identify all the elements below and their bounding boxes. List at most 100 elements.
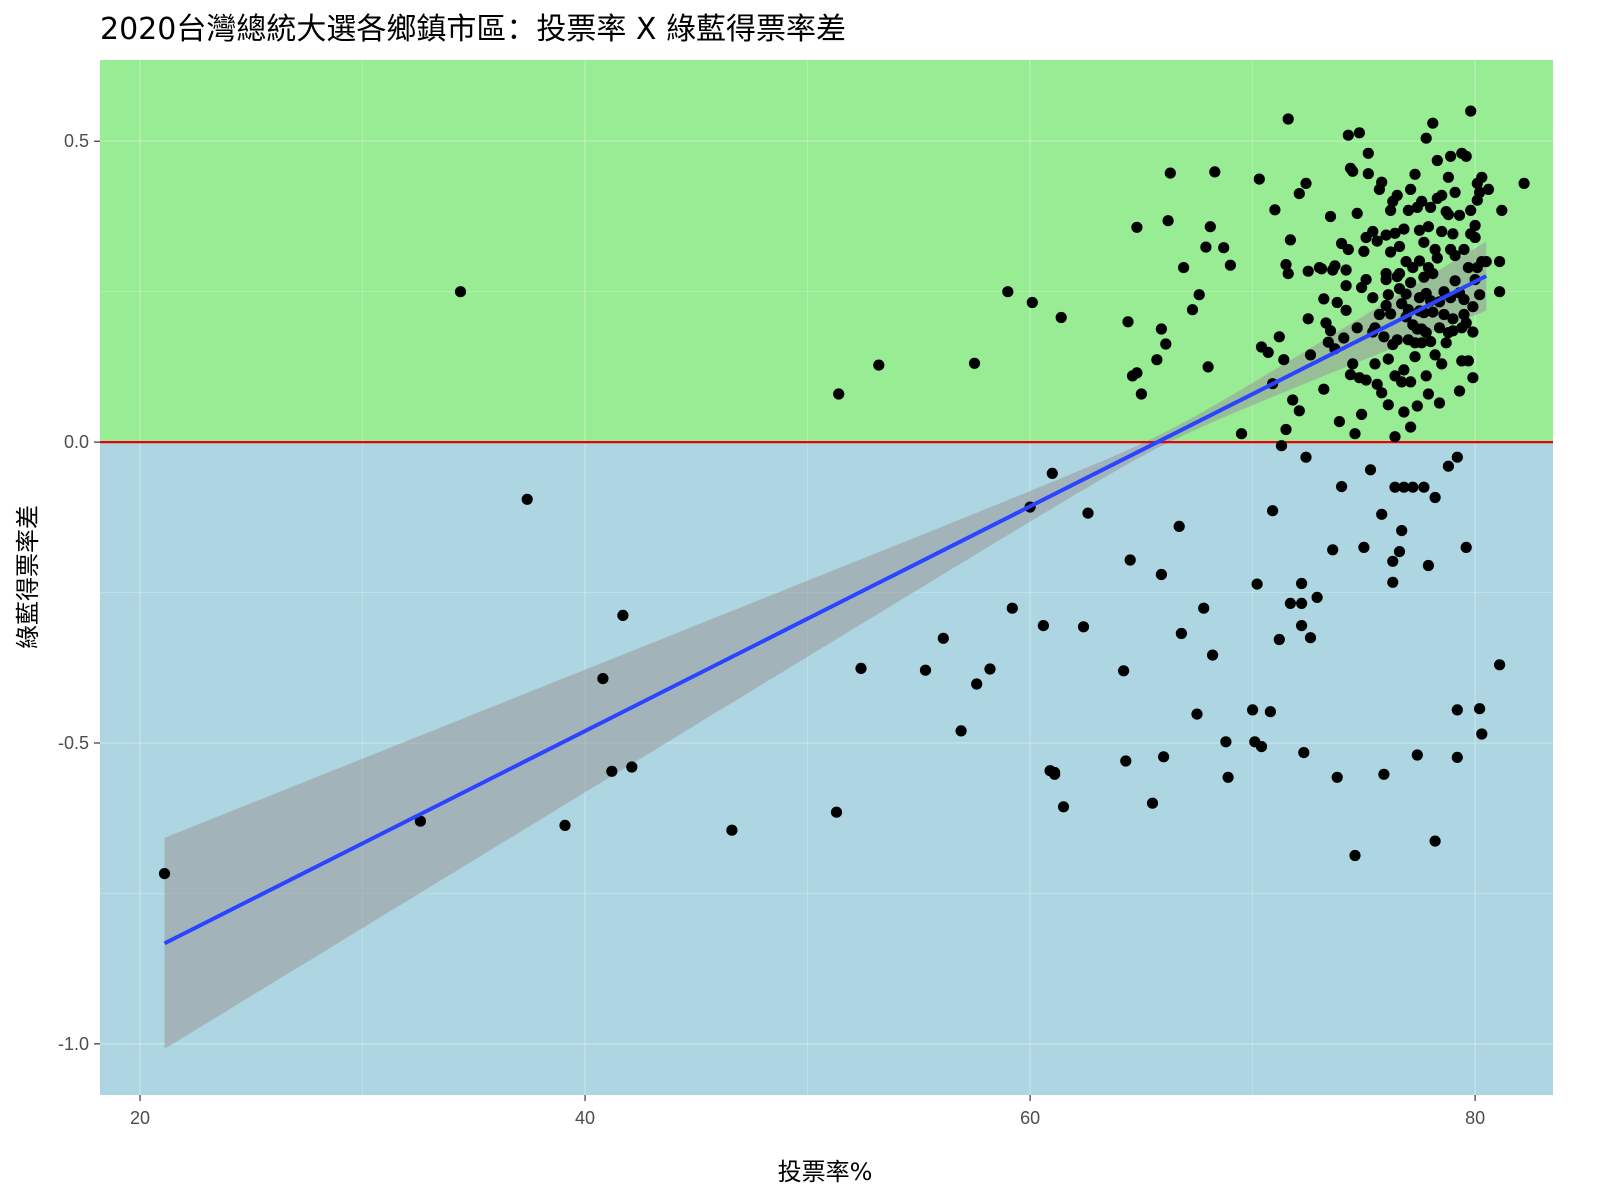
data-point — [1251, 578, 1263, 590]
data-point — [1282, 113, 1294, 125]
data-point — [1287, 394, 1299, 406]
data-point — [1405, 421, 1417, 433]
data-point — [1458, 308, 1470, 321]
data-point — [1349, 428, 1361, 440]
data-point — [1220, 736, 1232, 748]
data-point — [1264, 706, 1276, 718]
y-tick-label: -0.5 — [58, 733, 89, 753]
data-point — [1124, 554, 1136, 566]
data-point — [1465, 204, 1477, 216]
data-point — [1385, 204, 1397, 216]
data-point — [1351, 207, 1363, 219]
data-point — [1267, 505, 1279, 517]
data-point — [1347, 165, 1359, 177]
data-point — [830, 806, 843, 818]
data-point — [1422, 221, 1434, 233]
data-point — [1298, 747, 1310, 759]
data-point — [1055, 311, 1067, 324]
data-point — [1433, 322, 1446, 334]
data-point — [1349, 849, 1361, 862]
data-point — [1496, 204, 1508, 216]
data-point — [1385, 308, 1397, 320]
data-point — [1389, 481, 1401, 493]
negative-region — [100, 442, 1553, 1095]
data-point — [414, 815, 426, 827]
data-point — [1378, 331, 1390, 343]
data-point — [1458, 293, 1470, 306]
data-point — [1413, 224, 1426, 236]
data-point — [1429, 243, 1441, 256]
data-point — [1302, 313, 1314, 325]
data-point — [1340, 304, 1352, 316]
data-point — [984, 663, 996, 675]
data-point — [1247, 704, 1259, 716]
data-point — [1118, 665, 1130, 677]
data-point — [1411, 749, 1423, 761]
data-point — [1120, 755, 1132, 767]
positive-region — [100, 60, 1553, 443]
data-point — [1329, 260, 1341, 272]
data-point — [1391, 189, 1403, 201]
data-point — [158, 868, 171, 880]
data-point — [1340, 264, 1352, 276]
data-point — [1425, 201, 1437, 213]
data-point — [1393, 546, 1406, 558]
data-point — [1420, 132, 1432, 144]
data-point — [1193, 289, 1205, 301]
data-point — [1302, 265, 1314, 277]
data-point — [1422, 559, 1434, 572]
data-point — [1451, 704, 1463, 716]
data-point — [1367, 292, 1379, 304]
data-point — [971, 678, 983, 690]
data-point — [1342, 243, 1354, 256]
data-point — [1300, 451, 1312, 463]
data-point — [1296, 597, 1308, 610]
data-point — [1440, 337, 1452, 349]
data-point — [1373, 308, 1385, 321]
y-tick-label: -1.0 — [58, 1034, 89, 1054]
data-point — [1447, 325, 1459, 337]
data-point — [1389, 227, 1401, 239]
data-point — [1442, 209, 1454, 221]
data-point — [1280, 423, 1292, 436]
data-point — [1151, 354, 1163, 366]
data-point — [1273, 633, 1285, 646]
data-point — [1331, 771, 1343, 783]
data-point — [1429, 835, 1441, 847]
data-point — [1275, 440, 1288, 452]
y-tick-label: 0.0 — [64, 432, 89, 452]
data-point — [1442, 460, 1454, 472]
data-point — [617, 609, 629, 622]
data-point — [1398, 406, 1410, 418]
data-point — [1082, 507, 1094, 519]
data-point — [1331, 296, 1343, 309]
y-axis-title: 綠藍得票率差 — [14, 505, 42, 649]
data-point — [1269, 204, 1281, 216]
data-point — [1449, 275, 1461, 287]
data-point — [1460, 541, 1472, 554]
data-point — [1356, 408, 1368, 420]
data-point — [1235, 428, 1248, 440]
data-point — [1458, 243, 1470, 256]
data-point — [1284, 234, 1296, 246]
data-point — [1057, 801, 1070, 813]
data-point — [1416, 337, 1428, 349]
data-point — [1431, 252, 1443, 264]
fit-line-layer — [163, 274, 1488, 946]
data-point — [1344, 369, 1357, 381]
data-point — [1409, 168, 1421, 180]
data-point — [955, 725, 967, 737]
data-point — [1469, 219, 1481, 232]
data-point — [1393, 268, 1406, 280]
data-point — [1255, 741, 1268, 753]
data-point — [1304, 632, 1317, 644]
data-point — [1280, 259, 1292, 271]
data-point — [1429, 349, 1441, 361]
data-point — [1445, 150, 1457, 162]
data-point — [1449, 186, 1461, 198]
data-point — [1218, 242, 1230, 254]
data-point — [1202, 361, 1214, 373]
data-point — [1462, 262, 1474, 274]
data-point — [1469, 231, 1481, 244]
data-point — [1278, 354, 1290, 366]
